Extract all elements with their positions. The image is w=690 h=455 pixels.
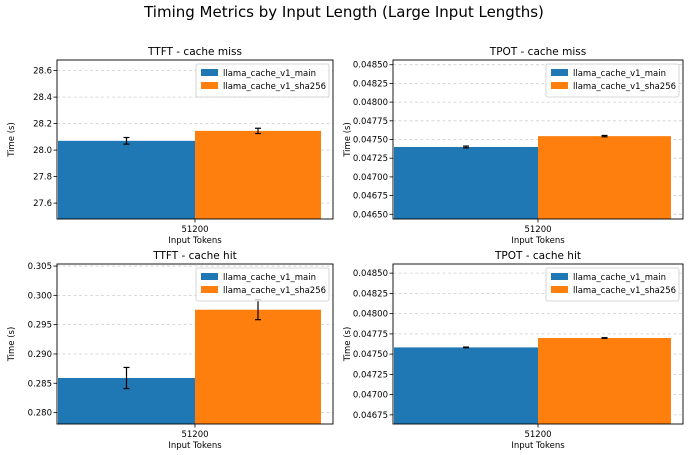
bar-sha256 <box>538 136 671 219</box>
y-tick-label: 28.6 <box>33 67 52 77</box>
legend-label: llama_cache_v1_main <box>573 273 666 283</box>
bar-main <box>58 140 195 219</box>
y-tick-label: 0.04700 <box>353 173 388 183</box>
legend-swatch <box>201 82 218 89</box>
subplot-title: TTFT - cache miss <box>147 46 242 58</box>
legend-label: llama_cache_v1_sha256 <box>573 286 676 296</box>
x-tick-label: 51200 <box>524 430 551 440</box>
legend-label: llama_cache_v1_sha256 <box>573 82 676 92</box>
y-axis-label: Time (s) <box>343 327 353 363</box>
subplot-title: TPOT - cache miss <box>489 46 586 58</box>
legend-label: llama_cache_v1_sha256 <box>223 82 326 92</box>
legend-swatch <box>551 82 568 89</box>
y-tick-label: 0.04750 <box>353 136 388 146</box>
y-tick-label: 0.04825 <box>353 79 388 89</box>
bar-sha256 <box>538 338 671 424</box>
y-tick-label: 0.04850 <box>353 61 388 71</box>
legend-box <box>545 267 680 302</box>
y-tick-label: 28.2 <box>33 120 52 130</box>
legend-label: llama_cache_v1_sha256 <box>223 286 326 296</box>
y-tick-label: 0.04800 <box>353 98 388 108</box>
x-axis-label: Input Tokens <box>168 236 222 246</box>
legend-swatch <box>201 69 218 76</box>
legend: llama_cache_v1_main llama_cache_v1_sha256 <box>195 267 330 302</box>
y-axis-label: Time (s) <box>7 122 17 158</box>
y-tick-label: 0.280 <box>28 409 52 419</box>
y-tick-label: 0.04750 <box>353 350 388 360</box>
subplot-title: TTFT - cache hit <box>152 250 237 262</box>
x-axis-label: Input Tokens <box>511 441 565 451</box>
legend-swatch <box>201 286 218 293</box>
subplot-title: TPOT - cache hit <box>494 250 581 262</box>
y-tick-label: 28.4 <box>33 93 52 103</box>
y-tick-label: 0.305 <box>28 262 52 272</box>
legend: llama_cache_v1_main llama_cache_v1_sha256 <box>545 267 680 302</box>
y-tick-label: 0.04725 <box>353 154 388 164</box>
subplot-3: 0.280 0.285 0.290 0.295 0.300 0.305 51200Input… <box>7 250 334 451</box>
x-axis-label: Input Tokens <box>168 441 222 451</box>
bar-sha256 <box>195 130 321 219</box>
legend-swatch <box>551 286 568 293</box>
y-axis-label: Time (s) <box>343 122 353 158</box>
legend-label: llama_cache_v1_main <box>223 273 316 283</box>
y-tick-label: 0.290 <box>28 350 52 360</box>
y-tick-label: 28.0 <box>33 146 52 156</box>
bar-main <box>394 146 538 219</box>
y-tick-label: 0.300 <box>28 291 52 301</box>
legend-swatch <box>551 69 568 76</box>
y-tick-label: 0.295 <box>28 321 52 331</box>
x-tick-label: 51200 <box>524 225 551 235</box>
y-tick-label: 0.04700 <box>353 391 388 401</box>
y-axis-label: Time (s) <box>7 327 17 363</box>
y-tick-label: 0.04800 <box>353 310 388 320</box>
y-tick-label: 0.285 <box>28 379 52 389</box>
legend-label: llama_cache_v1_main <box>223 69 316 79</box>
y-tick-label: 0.04650 <box>353 210 388 220</box>
y-tick-label: 0.04850 <box>353 269 388 279</box>
legend-swatch <box>551 273 568 280</box>
y-tick-label: 0.04775 <box>353 330 388 340</box>
bar-main <box>394 347 538 424</box>
subplot-2: 0.04650 0.04675 0.04700 0.04725 0.04750 0.047… <box>343 46 684 246</box>
y-tick-label: 0.04825 <box>353 289 388 299</box>
subplot-4: 0.04675 0.04700 0.04725 0.04750 0.04775 0.048… <box>343 250 684 451</box>
legend-box <box>545 63 680 98</box>
x-tick-label: 51200 <box>181 430 208 440</box>
figure-suptitle: Timing Metrics by Input Length (Large In… <box>143 3 544 21</box>
x-tick-label: 51200 <box>181 225 208 235</box>
legend-swatch <box>201 273 218 280</box>
legend-box <box>195 63 330 98</box>
bar-sha256 <box>195 309 321 424</box>
legend-label: llama_cache_v1_main <box>573 69 666 79</box>
y-tick-label: 27.8 <box>33 173 52 183</box>
legend: llama_cache_v1_main llama_cache_v1_sha256 <box>545 63 680 98</box>
y-tick-label: 0.04775 <box>353 117 388 127</box>
y-tick-label: 0.04725 <box>353 370 388 380</box>
y-tick-label: 0.04675 <box>353 192 388 202</box>
x-axis-label: Input Tokens <box>511 236 565 246</box>
legend-box <box>195 267 330 302</box>
legend: llama_cache_v1_main llama_cache_v1_sha256 <box>195 63 330 98</box>
y-tick-label: 0.04675 <box>353 411 388 421</box>
y-tick-label: 27.6 <box>33 199 52 209</box>
